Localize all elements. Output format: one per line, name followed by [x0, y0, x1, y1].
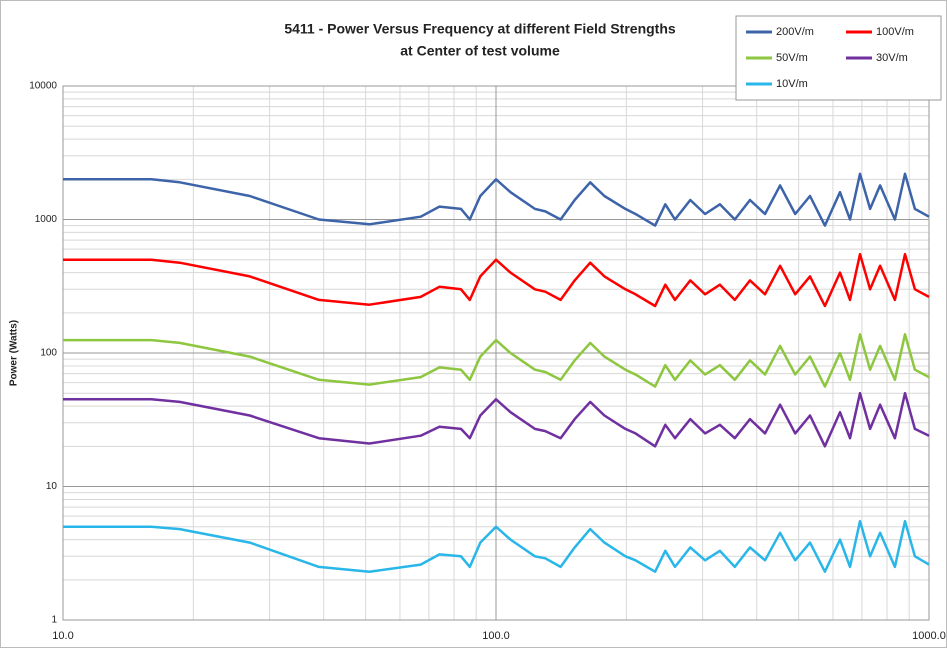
x-tick-label: 10.0 — [52, 630, 73, 642]
series-line — [63, 333, 930, 388]
chart-title: at Center of test volume — [400, 43, 560, 59]
y-tick-label: 10000 — [29, 81, 57, 92]
x-tick-label: 1000.0 — [912, 630, 946, 642]
legend-label: 10V/m — [776, 78, 808, 90]
series-line — [63, 172, 930, 227]
chart-title: 5411 - Power Versus Frequency at differe… — [284, 21, 676, 37]
legend-label: 30V/m — [876, 52, 908, 64]
series-line — [63, 519, 930, 573]
series-line — [63, 252, 930, 308]
y-axis-label: Power (Watts) — [9, 320, 20, 386]
y-tick-label: 1 — [51, 615, 57, 626]
x-tick-label: 100.0 — [482, 630, 510, 642]
legend-label: 100V/m — [876, 26, 914, 38]
y-tick-label: 10 — [46, 481, 58, 492]
legend-label: 200V/m — [776, 26, 814, 38]
legend-label: 50V/m — [776, 52, 808, 64]
y-tick-label: 1000 — [35, 214, 58, 225]
y-tick-label: 100 — [40, 348, 57, 359]
series-line — [63, 391, 930, 448]
